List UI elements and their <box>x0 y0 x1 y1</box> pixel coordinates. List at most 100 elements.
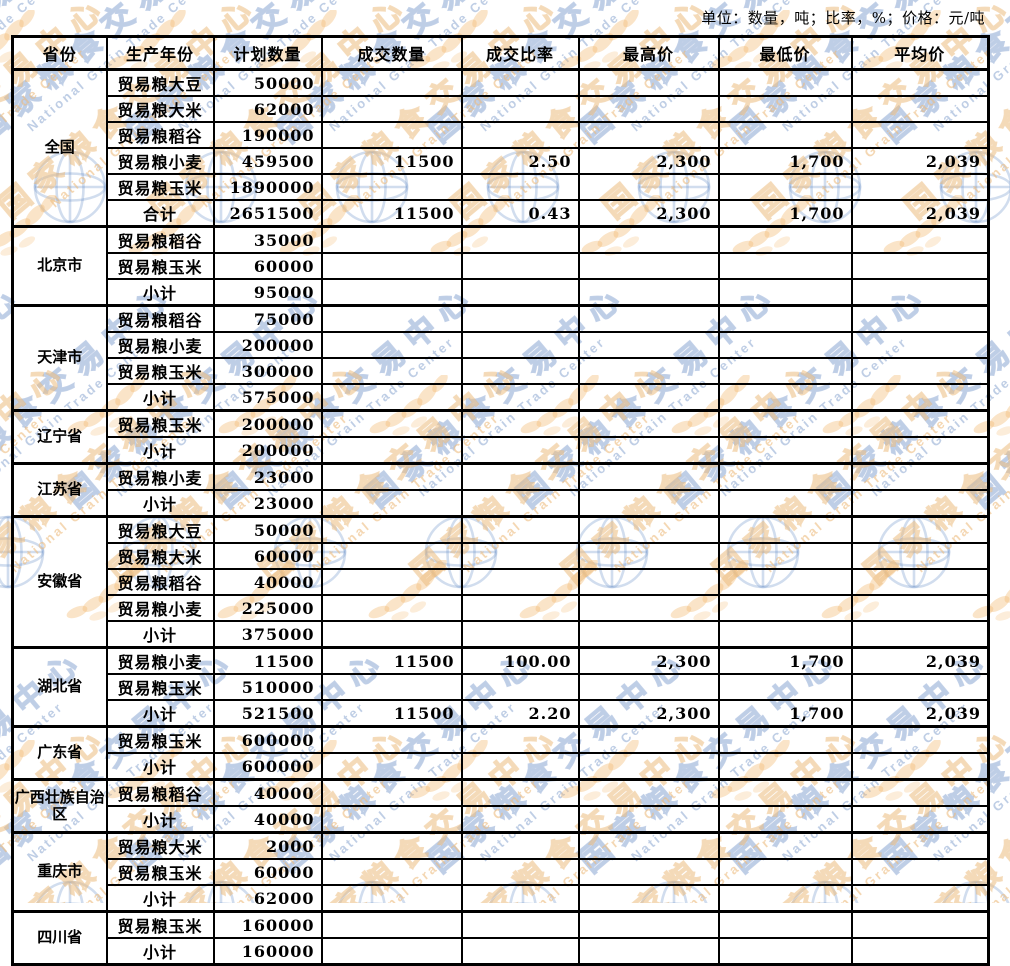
value-cell <box>322 727 462 754</box>
value-cell <box>462 543 579 569</box>
value-cell <box>579 253 719 279</box>
value-cell <box>322 885 462 912</box>
variety-cell: 小计 <box>107 437 214 464</box>
variety-cell: 贸易粮玉米 <box>107 727 214 754</box>
value-cell <box>852 621 989 648</box>
variety-cell: 贸易粮玉米 <box>107 411 214 438</box>
variety-cell: 贸易粮小麦 <box>107 464 214 491</box>
value-cell: 575000 <box>214 384 322 411</box>
value-cell <box>852 96 989 122</box>
value-cell <box>462 174 579 200</box>
value-cell <box>579 859 719 885</box>
value-cell <box>462 806 579 833</box>
value-cell <box>719 464 852 491</box>
value-cell <box>462 517 579 544</box>
value-cell <box>579 780 719 807</box>
value-cell: 62000 <box>214 885 322 912</box>
column-header: 计划数量 <box>214 37 322 70</box>
province-cell: 天津市 <box>13 306 107 411</box>
value-cell <box>719 253 852 279</box>
province-cell: 四川省 <box>13 912 107 965</box>
value-cell <box>579 437 719 464</box>
value-cell <box>579 727 719 754</box>
value-cell: 2000 <box>214 833 322 860</box>
value-cell <box>579 833 719 860</box>
value-cell <box>579 885 719 912</box>
value-cell: 1890000 <box>214 174 322 200</box>
value-cell <box>462 70 579 97</box>
value-cell <box>579 96 719 122</box>
value-cell <box>719 833 852 860</box>
value-cell <box>719 912 852 939</box>
value-cell <box>719 806 852 833</box>
value-cell: 600000 <box>214 753 322 780</box>
value-cell <box>462 912 579 939</box>
value-cell: 95000 <box>214 279 322 306</box>
value-cell: 521500 <box>214 700 322 727</box>
variety-cell: 小计 <box>107 384 214 411</box>
value-cell <box>462 227 579 254</box>
variety-cell: 合计 <box>107 200 214 227</box>
value-cell <box>852 490 989 517</box>
value-cell <box>462 595 579 621</box>
value-cell: 60000 <box>214 543 322 569</box>
variety-cell: 贸易粮玉米 <box>107 859 214 885</box>
value-cell <box>719 859 852 885</box>
province-cell: 湖北省 <box>13 648 107 727</box>
value-cell <box>719 621 852 648</box>
value-cell <box>579 674 719 700</box>
variety-cell: 小计 <box>107 938 214 965</box>
value-cell: 2,039 <box>852 148 989 174</box>
value-cell <box>462 833 579 860</box>
value-cell: 2,300 <box>579 148 719 174</box>
value-cell: 40000 <box>214 806 322 833</box>
column-header: 最高价 <box>579 37 719 70</box>
value-cell: 60000 <box>214 253 322 279</box>
value-cell <box>579 279 719 306</box>
value-cell <box>322 253 462 279</box>
value-cell <box>462 122 579 148</box>
value-cell <box>322 780 462 807</box>
column-header: 最低价 <box>719 37 852 70</box>
value-cell: 200000 <box>214 332 322 358</box>
variety-cell: 贸易粮稻谷 <box>107 780 214 807</box>
value-cell <box>579 569 719 595</box>
value-cell <box>579 358 719 384</box>
value-cell <box>322 411 462 438</box>
value-cell <box>719 517 852 544</box>
variety-cell: 小计 <box>107 806 214 833</box>
variety-cell: 贸易粮大米 <box>107 543 214 569</box>
value-cell: 459500 <box>214 148 322 174</box>
unit-note: 单位：数量，吨；比率，%；价格：元/吨 <box>701 7 985 28</box>
value-cell: 2,039 <box>852 648 989 675</box>
value-cell <box>852 411 989 438</box>
value-cell <box>322 437 462 464</box>
value-cell <box>462 96 579 122</box>
value-cell: 2,300 <box>579 200 719 227</box>
value-cell <box>579 122 719 148</box>
value-cell: 2,039 <box>852 200 989 227</box>
value-cell: 11500 <box>322 648 462 675</box>
value-cell <box>719 306 852 333</box>
value-cell <box>579 912 719 939</box>
value-cell: 2,300 <box>579 700 719 727</box>
variety-cell: 贸易粮玉米 <box>107 253 214 279</box>
value-cell: 225000 <box>214 595 322 621</box>
value-cell <box>579 490 719 517</box>
value-cell <box>852 174 989 200</box>
value-cell: 160000 <box>214 912 322 939</box>
value-cell <box>322 859 462 885</box>
value-cell <box>322 122 462 148</box>
value-cell: 200000 <box>214 437 322 464</box>
value-cell <box>852 859 989 885</box>
value-cell <box>462 569 579 595</box>
